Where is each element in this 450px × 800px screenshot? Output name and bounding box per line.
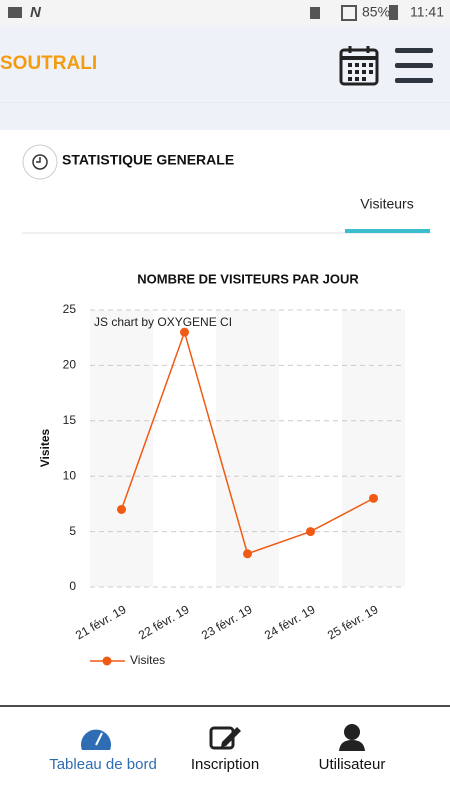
clock-icon <box>36 157 41 163</box>
y-tick-label: 5 <box>69 524 76 538</box>
plot: 0 5 10 15 20 25 21 févr. 19 22 févr. 19 23 févr.… <box>63 302 405 667</box>
y-tick-label: 0 <box>69 579 76 593</box>
y-tick-label: 15 <box>63 413 77 427</box>
x-tick-label: 23 févr. 19 <box>199 602 255 642</box>
data-point <box>117 504 126 514</box>
x-tick-label: 24 févr. 19 <box>262 602 318 642</box>
y-tick-label: 25 <box>63 302 77 316</box>
spacer <box>0 104 450 130</box>
tab-indicator <box>345 229 430 233</box>
data-point <box>180 327 189 337</box>
edit-icon <box>209 726 241 750</box>
chart-title: NOMBRE DE VISITEURS PAR JOUR <box>137 271 359 286</box>
battery: 85% <box>362 4 390 20</box>
y-tick-label: 20 <box>63 358 77 372</box>
clock-icon <box>32 154 48 170</box>
legend-label: Visites <box>130 653 165 667</box>
plot-band <box>216 310 279 587</box>
battery-icon <box>389 5 398 20</box>
tab[interactable]: Visiteurs <box>360 196 413 212</box>
x-tick-label: 21 févr. 19 <box>73 602 129 642</box>
data-point <box>243 549 252 559</box>
menu-button[interactable] <box>395 48 433 83</box>
status-icon <box>341 5 357 21</box>
time: 11:41 <box>410 4 444 20</box>
status-icon <box>310 7 320 19</box>
legend-marker <box>102 656 112 666</box>
nav-item[interactable]: Tableau de bord <box>49 756 157 773</box>
header <box>0 25 450 103</box>
status-icon <box>8 7 22 18</box>
status-bar <box>0 0 450 25</box>
chart-credit: JS chart by OXYGENE CI <box>94 315 232 329</box>
x-tick-label: 22 févr. 19 <box>136 602 192 642</box>
status-icon: N <box>30 4 42 21</box>
nav-item[interactable]: Inscription <box>191 756 259 773</box>
x-tick-label: 25 févr. 19 <box>325 602 381 642</box>
calendar-button[interactable] <box>339 46 379 86</box>
nav-item[interactable]: Utilisateur <box>319 756 386 773</box>
app-title: SOUTRALI <box>0 53 97 74</box>
y-tick-label: 10 <box>63 468 77 482</box>
plot-band <box>342 310 405 587</box>
data-point <box>369 493 378 503</box>
dashboard-icon <box>81 729 112 750</box>
section-title: STATISTIQUE GENERALE <box>62 152 234 168</box>
y-axis-label: Visites <box>38 428 52 467</box>
data-point <box>306 527 315 537</box>
user-icon <box>339 724 365 751</box>
